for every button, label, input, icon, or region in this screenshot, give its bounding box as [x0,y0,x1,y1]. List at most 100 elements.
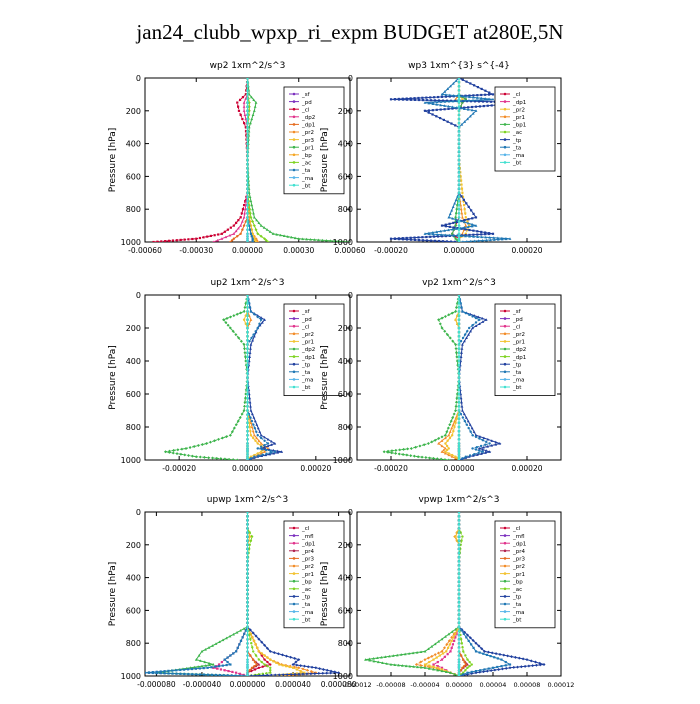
legend-marker [292,92,296,96]
data-point [457,633,461,637]
x-tick-label: -0.000080 [137,680,176,689]
data-point [246,531,249,534]
data-point [457,650,461,653]
data-point [449,240,453,242]
data-point [455,355,459,359]
legend: _sf_pd_cl_pr2_pr1_dp2_dp1_tp_ta_ma_bt [494,303,556,396]
data-point [242,122,246,125]
data-point [211,456,215,460]
data-point [253,426,257,430]
data-point [217,663,221,666]
data-point [459,175,462,178]
data-point [244,314,247,317]
data-point [243,207,247,211]
data-point [440,666,444,669]
series-line [145,512,248,676]
data-point [194,455,198,459]
data-point [456,322,459,326]
legend-marker [292,564,296,568]
data-point [478,449,481,452]
data-point [266,660,269,664]
legend-marker [292,587,296,591]
y-tick-label: 400 [338,357,353,366]
legend-label: _cl [301,324,310,330]
legend-marker [292,549,296,553]
data-point [212,666,215,669]
data-point [382,450,386,454]
data-point [470,222,474,226]
data-point [246,93,249,96]
x-tick-label: 0.00020 [511,246,542,255]
data-point [457,588,461,592]
data-point [538,663,542,667]
data-point [242,224,246,227]
legend-marker [503,534,507,537]
data-point [246,318,249,321]
data-point [246,240,249,242]
data-point [445,642,449,646]
data-point [457,576,461,579]
data-point [243,632,246,635]
data-point [376,660,380,664]
data-point [457,421,461,424]
data-point [489,100,493,103]
data-point [200,664,204,668]
data-point [457,434,461,437]
data-point [461,215,464,219]
legend-marker [292,100,296,103]
data-point [457,318,461,321]
data-point [250,412,254,416]
data-point [451,453,454,457]
data-point [466,108,470,111]
y-tick-label: 0 [136,291,141,300]
data-point [457,343,461,346]
data-point [429,99,433,102]
data-point [448,212,452,215]
data-point [457,80,461,84]
data-point [207,456,211,460]
data-point [454,409,458,412]
data-point [246,228,249,231]
data-point [232,652,235,655]
legend: _cl_mfl_dp1_pr4_pr3_pr2_pr1_bp_ac_tp_ta_… [283,520,345,629]
data-point [252,109,256,112]
legend-label: _dp2 [301,115,315,121]
data-point [448,430,452,433]
data-point [248,628,252,632]
data-point [213,234,216,237]
data-point [229,654,232,657]
data-point [409,236,412,239]
data-point [252,416,256,419]
data-point [244,322,247,326]
data-point [457,629,461,633]
data-point [246,310,249,313]
data-point [246,625,249,628]
data-point [452,412,456,416]
data-point [259,445,263,448]
data-point [457,310,461,313]
data-point [246,239,249,242]
data-point [266,664,269,668]
data-point [272,651,276,655]
data-point [440,668,444,671]
data-point [437,239,441,242]
data-point [243,113,247,116]
data-point [436,660,439,664]
data-point [238,98,242,101]
data-point [262,226,266,229]
data-point [246,543,249,546]
data-point [439,103,443,107]
data-point [447,233,451,237]
data-point [246,142,249,145]
data-point [252,211,255,215]
data-point [477,451,480,455]
data-point [226,323,230,327]
data-point [443,233,447,237]
y-axis-label: Pressure [hPa] [320,128,330,193]
data-point [446,87,450,91]
data-point [183,668,186,671]
legend-label: _ac [512,587,522,593]
data-point [470,670,473,673]
data-point [457,174,461,178]
data-point [461,409,464,412]
